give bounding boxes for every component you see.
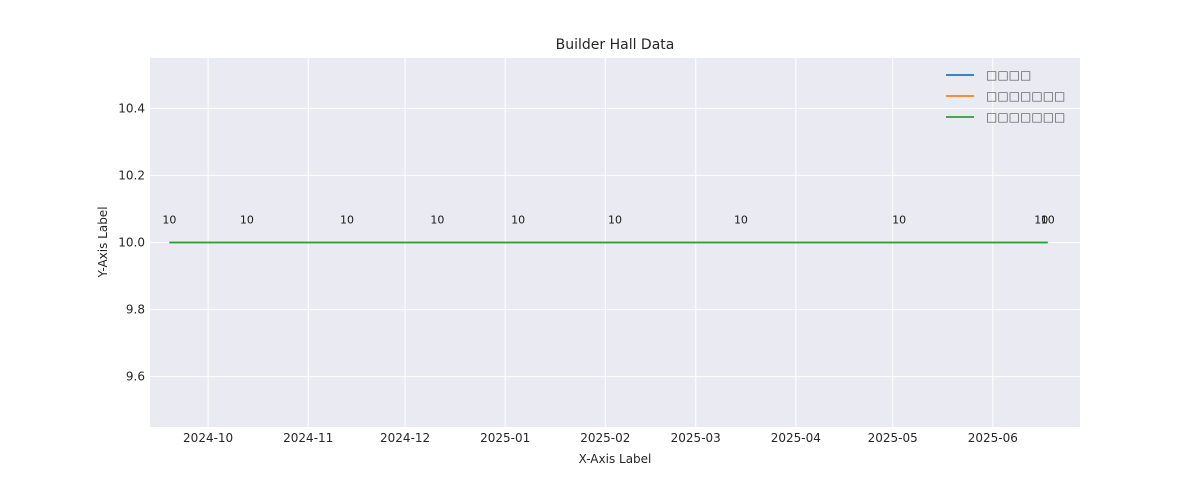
- y-tick-label: 9.8: [126, 303, 145, 317]
- legend: □□□□□□□□□□□□□□□□□□: [946, 68, 1065, 124]
- data-label: 10: [511, 214, 525, 227]
- x-axis-ticks: 2024-10 2024-11 2024-12 2025-01 2025-02 2025-…: [183, 431, 1018, 445]
- y-axis-label: Y-Axis Label: [96, 206, 110, 278]
- data-label: 10: [1041, 214, 1055, 227]
- x-tick-label: 2024-12: [380, 431, 430, 445]
- x-tick-label: 2025-03: [671, 431, 721, 445]
- grid-lines: [150, 58, 1080, 427]
- chart-title: Builder Hall Data: [556, 37, 675, 53]
- data-label: 10: [892, 214, 906, 227]
- data-label: 10: [430, 214, 444, 227]
- x-tick-label: 2025-05: [868, 431, 918, 445]
- data-label: 10: [240, 214, 254, 227]
- y-tick-label: 9.6: [126, 370, 145, 384]
- y-tick-label: 10.0: [118, 236, 145, 250]
- data-label: 10: [162, 214, 176, 227]
- y-tick-label: 10.4: [118, 101, 145, 115]
- data-label: 10: [734, 214, 748, 227]
- data-label: 10: [608, 214, 622, 227]
- legend-label-2: □□□□□□□: [986, 89, 1065, 103]
- y-axis-ticks: 9.6 9.8 10.0 10.2 10.4: [118, 101, 145, 383]
- legend-label-1: □□□□: [986, 68, 1031, 82]
- x-tick-label: 2024-11: [283, 431, 333, 445]
- data-label: 10: [340, 214, 354, 227]
- y-tick-label: 10.2: [118, 168, 145, 182]
- x-tick-label: 2024-10: [183, 431, 233, 445]
- legend-label-3: □□□□□□□: [986, 110, 1065, 124]
- x-axis-label: X-Axis Label: [579, 452, 652, 466]
- x-tick-label: 2025-06: [968, 431, 1018, 445]
- x-tick-label: 2025-02: [580, 431, 630, 445]
- x-tick-label: 2025-01: [480, 431, 530, 445]
- x-tick-label: 2025-04: [771, 431, 821, 445]
- data-label: 10: [1034, 214, 1048, 227]
